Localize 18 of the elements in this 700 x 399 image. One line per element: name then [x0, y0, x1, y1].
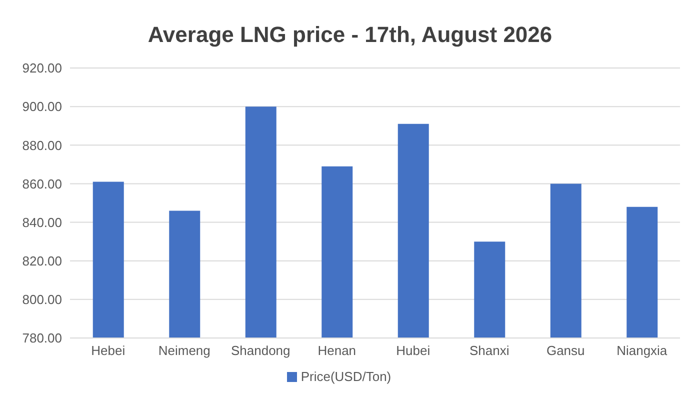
- y-tick-label: 860.00: [22, 176, 62, 192]
- x-tick-label: Gansu: [546, 343, 585, 358]
- y-tick-label: 880.00: [22, 138, 62, 153]
- x-tick-label: Shandong: [230, 343, 290, 358]
- y-tick-label: 780.00: [22, 330, 62, 346]
- x-tick-label: Neimeng: [158, 343, 210, 358]
- y-tick-label: 840.00: [22, 214, 62, 230]
- y-tick-label: 920.00: [22, 60, 62, 76]
- x-tick-label: Hubei: [396, 343, 430, 358]
- y-tick-label: 800.00: [22, 292, 62, 308]
- y-tick-label: 900.00: [22, 99, 62, 114]
- y-tick-label: 820.00: [22, 253, 62, 268]
- x-tick-label: Hebei: [91, 343, 126, 358]
- legend-label: Price(USD/Ton): [300, 369, 392, 384]
- x-tick-label: Shanxi: [470, 343, 510, 358]
- chart-title: Average LNG price - 17th, August 2026: [146, 21, 554, 49]
- x-tick-label: Henan: [318, 343, 356, 358]
- x-tick-label: Niangxia: [616, 343, 668, 358]
